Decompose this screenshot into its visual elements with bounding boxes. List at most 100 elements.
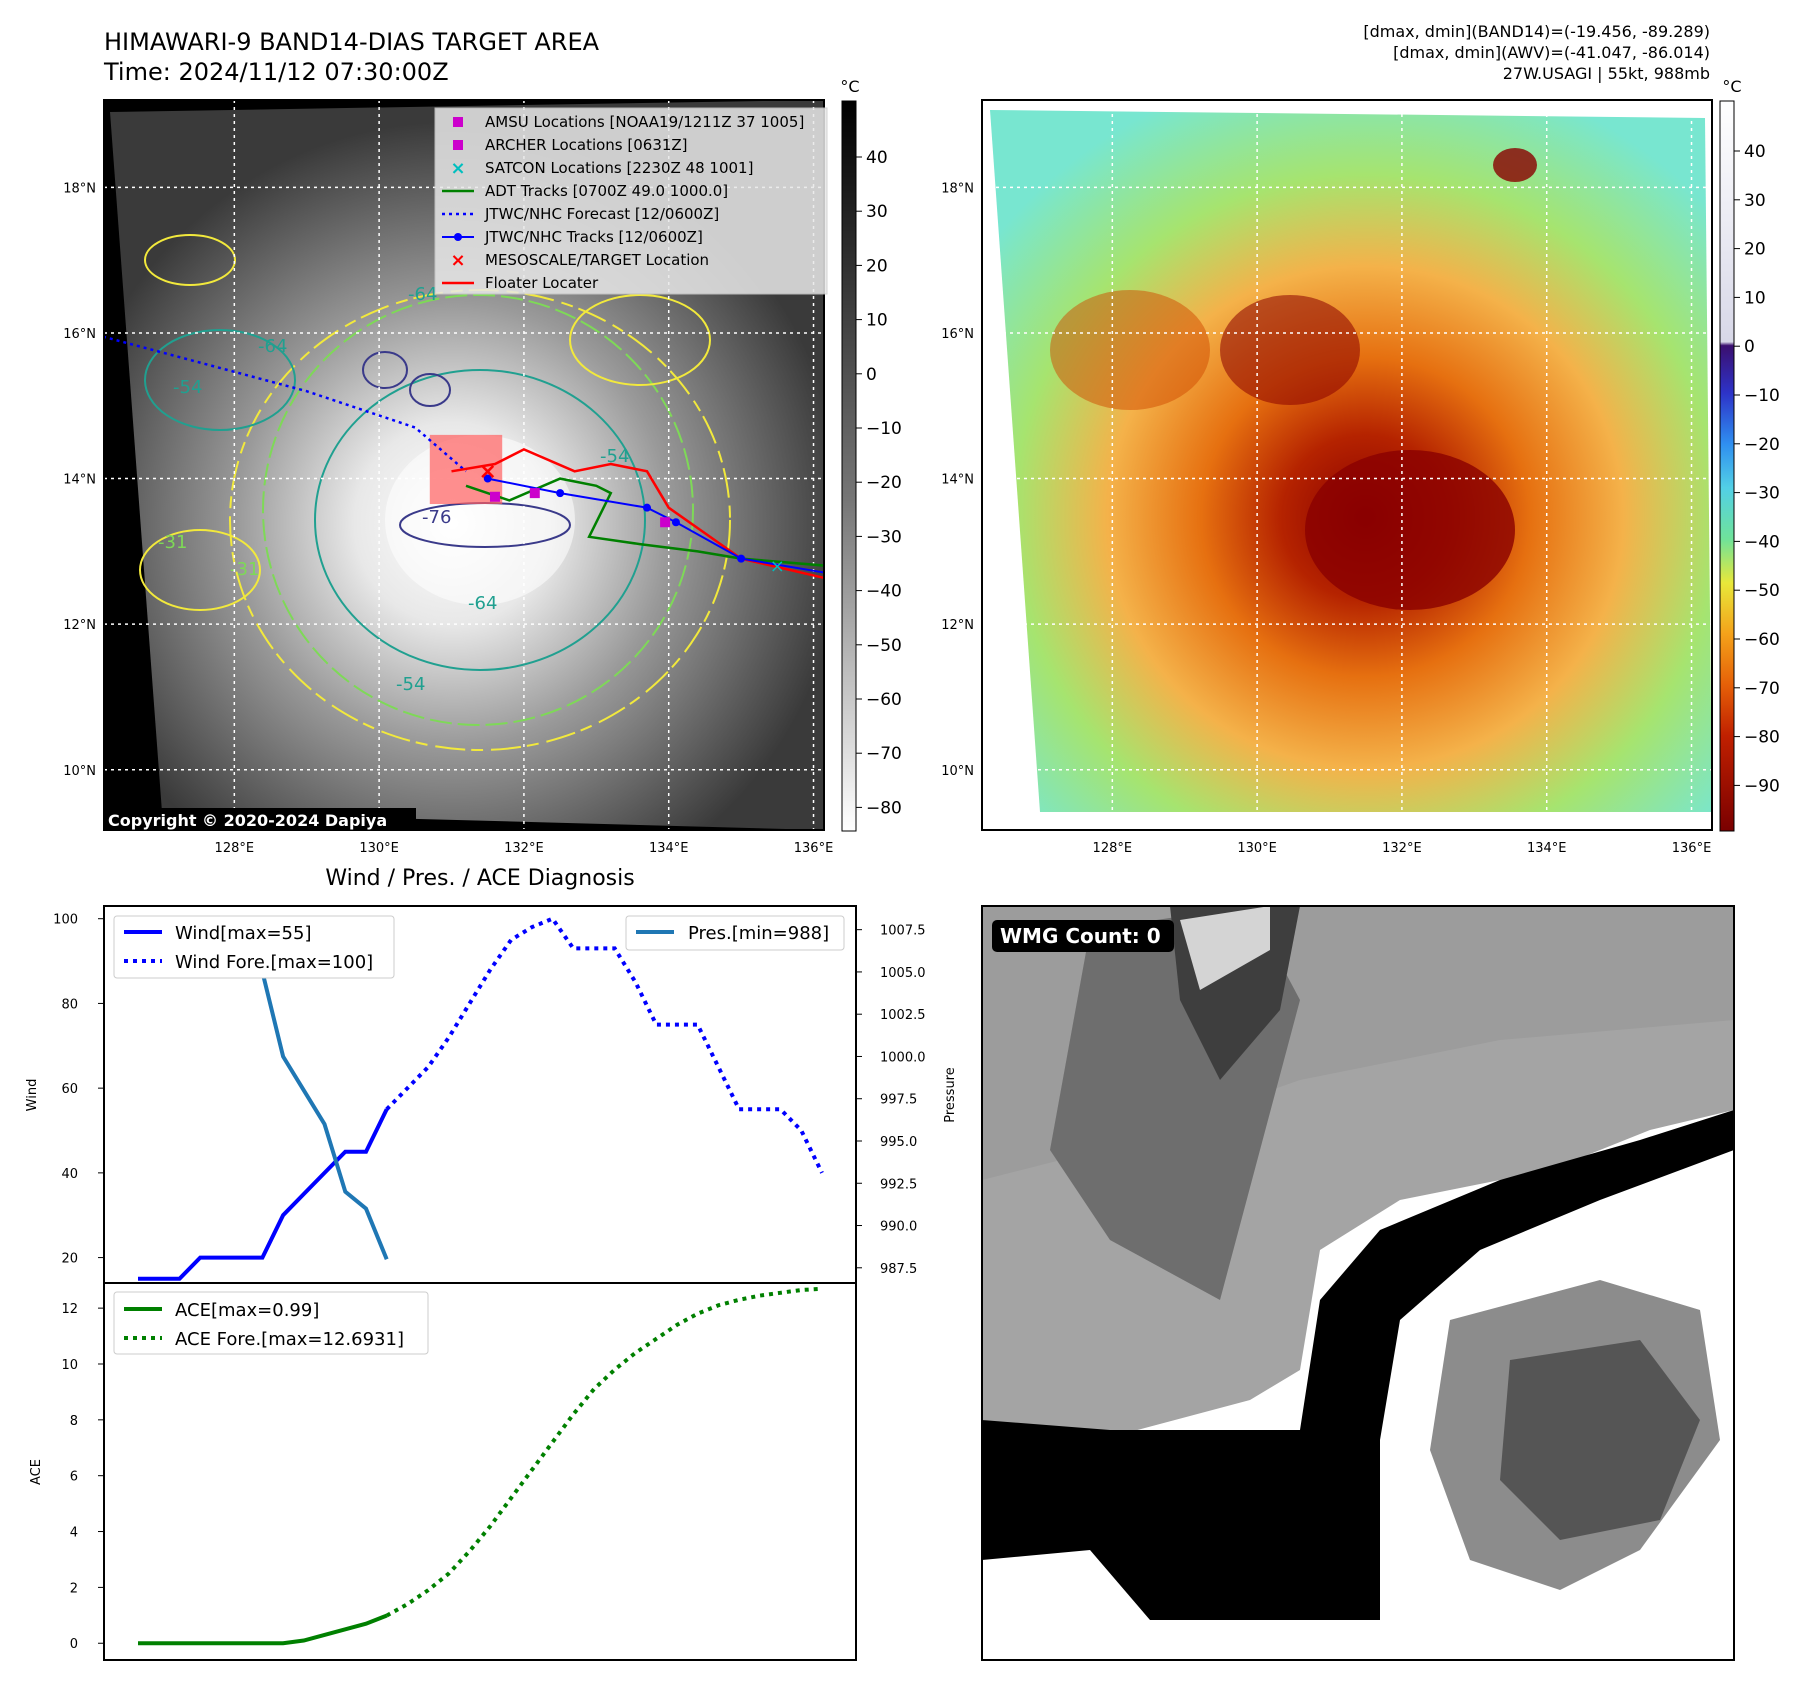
fix-location-marker (529, 488, 540, 499)
awv-colorbar-ticks: 40 30 20 10 0 −10 −20 −30 −40 −50 −60 −70 −80 −90 (1734, 142, 1780, 796)
legend-ace-forecast: ACE Fore.[max=12.6931] (175, 1329, 404, 1350)
awv-colorbar-tick-label: 30 (1744, 191, 1766, 211)
wmg-count-badge (992, 920, 1174, 952)
awv-colorbar (1719, 100, 1735, 832)
awv-cell-center (1220, 295, 1360, 405)
copyright-text: Copyright © 2020-2024 Dapiya (108, 811, 387, 830)
jtwc-forecast-track (104, 335, 467, 473)
wind-y-tick-label: 60 (61, 1082, 78, 1097)
contour-teal-64 (314, 369, 646, 671)
pressure-axis-label: Pressure (943, 1067, 958, 1123)
awv-satellite-image (990, 110, 1712, 812)
contour-yellow-nw (144, 234, 236, 286)
legend-swatch (453, 117, 463, 127)
lon-tick-label: 130°E (359, 841, 399, 856)
wind-line (138, 1108, 389, 1281)
ir-map-frame (103, 99, 825, 831)
wmg-panel: WMG Count: 0 (981, 905, 1735, 1661)
awv-cell-west (1050, 290, 1210, 410)
ir-colorbar-tick-label: 10 (866, 311, 888, 331)
awv-colorbar-tick-label: −20 (1744, 435, 1780, 455)
legend-swatch: × (450, 158, 465, 179)
contour-yellow-ne (569, 294, 711, 386)
ace-y-tick-label: 12 (61, 1302, 78, 1317)
lon-tick-label: 130°E (1237, 841, 1277, 856)
lat-tick-label: 10°N (63, 764, 96, 779)
ir-map-ticks: 128°E 130°E 132°E 134°E 136°E 10°N 12°N 14°N 16°… (63, 181, 833, 856)
satcon-marker: × (770, 556, 785, 577)
fix-location-marker (489, 491, 500, 502)
lon-tick-label: 132°E (1382, 841, 1422, 856)
contour-teal-west (144, 329, 296, 431)
ir-colorbar-tick-label: −10 (866, 419, 902, 439)
legend-label: JTWC/NHC Forecast [12/0600Z] (484, 205, 719, 223)
ir-colorbar-tick-label: −70 (866, 744, 902, 764)
ace-axis-label: ACE (29, 1459, 44, 1485)
contour-label: -64 (258, 336, 287, 357)
awv-colorbar-unit: °C (1722, 77, 1741, 96)
ace-y-tick-label: 4 (70, 1526, 78, 1541)
ir-colorbar-tick-label: 30 (866, 202, 888, 222)
wind-pressure-panel: Wind / Pres. / ACE Diagnosis Wind Pressu… (25, 866, 958, 1284)
awv-colorbar-tick-label: 10 (1744, 288, 1766, 308)
ace-forecast-line (385, 1286, 823, 1618)
ir-map-panel: -64 -76 -54 -64 -64 -54 -31 -54 -31 ×× C… (63, 77, 902, 856)
wind-y-tick-label: 80 (61, 997, 78, 1012)
awv-cell-north (1493, 148, 1537, 182)
ace-legend-box (113, 1291, 429, 1355)
diagnosis-title: Wind / Pres. / ACE Diagnosis (325, 866, 634, 891)
figure-time: Time: 2024/11/12 07:30:00Z (104, 58, 449, 86)
awv-colorbar-tick-label: 20 (1744, 240, 1766, 260)
lon-tick-label: 134°E (1527, 841, 1567, 856)
awv-colorbar-tick-label: −30 (1744, 484, 1780, 504)
contour-navy-cell-2 (409, 373, 451, 407)
contour-green-mid (262, 294, 694, 726)
lat-tick-label: 18°N (63, 181, 96, 196)
awv-map-frame (981, 99, 1713, 831)
awv-colorbar-tick-label: −60 (1744, 630, 1780, 650)
ir-colorbar-ticks: 40 30 20 10 0 −10 −20 −30 −40 −50 −60 −70 −80 (856, 148, 902, 818)
map-legend: AMSU Locations [NOAA19/1211Z 37 1005] ARC… (442, 113, 804, 292)
lon-tick-label: 134°E (649, 841, 689, 856)
legend-swatch-dot (454, 233, 462, 241)
figure-title: HIMAWARI-9 BAND14-DIAS TARGET AREA (104, 28, 600, 56)
legend-label: JTWC/NHC Tracks [12/0600Z] (484, 228, 703, 246)
legend-label: AMSU Locations [NOAA19/1211Z 37 1005] (485, 113, 804, 131)
lon-tick-label: 128°E (215, 841, 255, 856)
awv-colorbar-tick-label: −70 (1744, 679, 1780, 699)
awv-colorbar-tick-label: −80 (1744, 728, 1780, 748)
map-legend-box (434, 107, 828, 295)
wind-legend-box (113, 915, 395, 979)
ace-ticks: 0 2 4 6 8 10 12 (61, 1302, 104, 1652)
ir-colorbar-tick-label: 20 (866, 256, 888, 276)
ir-map-tracks: ×× (104, 335, 824, 580)
awv-colorbar-tick-label: −90 (1744, 776, 1780, 796)
ir-colorbar-tick-label: 40 (866, 148, 888, 168)
ace-y-tick-label: 0 (70, 1637, 78, 1652)
jtwc-track-point (556, 489, 565, 498)
ir-colorbar-tick-label: −50 (866, 636, 902, 656)
target-marker: × (479, 459, 497, 484)
awv-colorbar-tick-label: −50 (1744, 581, 1780, 601)
legend-wind-forecast: Wind Fore.[max=100] (175, 952, 373, 973)
pressure-y-tick-label: 992.5 (880, 1177, 917, 1192)
lat-tick-label: 14°N (63, 473, 96, 488)
lat-tick-label: 10°N (941, 764, 974, 779)
legend-label: ARCHER Locations [0631Z] (485, 136, 688, 154)
awv-map-ticks: 128°E 130°E 132°E 134°E 136°E 10°N 12°N 14°N 16°… (941, 181, 1711, 856)
pressure-y-tick-label: 1002.5 (880, 1008, 926, 1023)
ir-colorbar (841, 100, 857, 832)
awv-colorbar-tick-label: −40 (1744, 532, 1780, 552)
awv-colorbar-tick-label: 40 (1744, 142, 1766, 162)
jtwc-track (487, 477, 824, 574)
ir-colorbar-tick-label: 0 (866, 365, 877, 385)
wind-y-tick-label: 40 (61, 1167, 78, 1182)
ace-y-tick-label: 6 (70, 1470, 78, 1485)
ace-panel: ACE 0 2 4 6 8 10 12 ACE[max=0.99] ACE Fore.[ma… (29, 1282, 857, 1661)
wmg-eye-core (1500, 1340, 1700, 1540)
lat-tick-label: 12°N (63, 618, 96, 633)
ir-colorbar-unit: °C (840, 77, 859, 96)
pressure-y-tick-label: 997.5 (880, 1093, 917, 1108)
wmg-count-label: WMG Count: 0 (1000, 924, 1161, 948)
